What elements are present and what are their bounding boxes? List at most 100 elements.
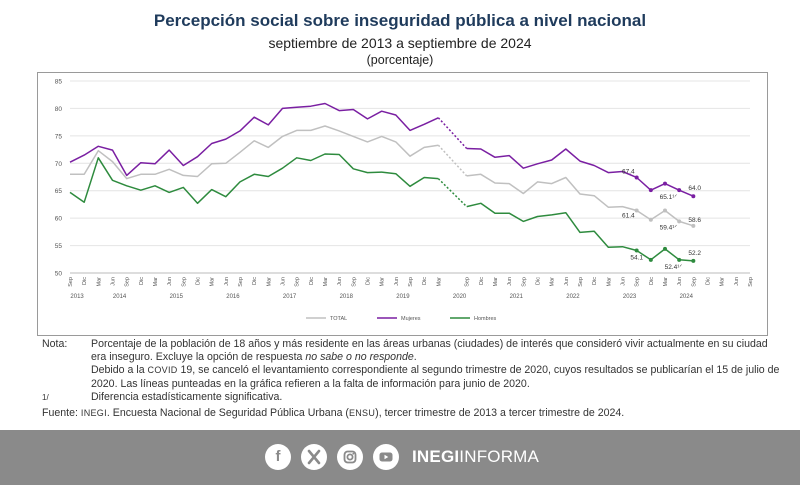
data-point: [677, 219, 682, 224]
year-label: 2014: [113, 294, 127, 300]
x-tick-label: Dic: [649, 277, 655, 285]
x-tick-label: Dic: [706, 277, 712, 285]
facebook-icon[interactable]: f: [265, 444, 291, 470]
legend-label-mujeres: Mujeres: [401, 316, 421, 322]
source-text-a: . Encuesta Nacional de Seguridad Pública…: [106, 407, 349, 420]
x-tick-label: Sep: [125, 277, 131, 287]
x-tick-label: Dic: [309, 277, 315, 285]
note-2-text-b: 19, se canceló el levantamiento correspo…: [91, 364, 780, 390]
note-2-text-a: Debido a la: [91, 364, 148, 377]
x-tick-label: Mar: [663, 277, 669, 287]
note-2-covid: COVID: [147, 365, 178, 376]
line-chart: 50 55 60 65 70 75 80 85 Sep Dic Mar Jun Sep Dic Mar Jun…: [55, 79, 754, 323]
x-tick-label: Sep: [238, 277, 244, 287]
x-tick-label: Sep: [295, 277, 301, 287]
brand-logo: INEGIINFORMA: [412, 447, 539, 467]
x-tick-label: Dic: [196, 277, 202, 285]
x-tick-label: Jun: [281, 277, 287, 286]
data-label: 67.4: [622, 169, 635, 176]
note-1-italic: no sabe o no responde: [305, 351, 414, 364]
data-point: [663, 208, 667, 213]
x-tick-label: Sep: [181, 277, 187, 287]
source-label: Fuente:: [42, 407, 78, 420]
chart-unit: (porcentaje): [366, 53, 434, 67]
x-tick-label: Jun: [111, 277, 117, 286]
data-label: 58.6: [688, 217, 701, 224]
series-line-mujeres: [69, 102, 439, 177]
note-1-end: .: [413, 351, 417, 364]
source-line: Fuente: INEGI. Encuesta Nacional de Segu…: [42, 407, 782, 420]
data-point: [663, 246, 667, 251]
x-tick-label: Jun: [224, 277, 230, 286]
data-point: [648, 188, 653, 193]
chart-area: 50 55 60 65 70 75 80 85 Sep Dic Mar Jun Sep Dic Mar Jun…: [37, 72, 768, 336]
x-tick-label: Mar: [550, 277, 556, 287]
chart-title: Percepción social sobre inseguridad públ…: [153, 11, 647, 30]
footer-bar: f INEGIINFORMA: [0, 430, 800, 485]
series-line-total: [70, 125, 439, 180]
x-tick-label: Sep: [691, 277, 697, 287]
x-tick-label: Mar: [153, 277, 159, 287]
year-label: 2024: [680, 294, 694, 300]
year-label: 2019: [396, 294, 410, 300]
x-tick-label: Dic: [139, 277, 145, 285]
year-label: 2017: [283, 294, 297, 300]
series-line-hombres: [466, 202, 694, 262]
instagram-icon[interactable]: [337, 444, 363, 470]
data-point: [634, 208, 639, 213]
legend-label-hombres: Hombres: [474, 316, 497, 322]
x-tick-label: Sep: [635, 277, 641, 287]
x-tick-label: Sep: [748, 277, 754, 287]
x-tick-label: Mar: [210, 277, 216, 287]
x-tick-label: Jun: [564, 277, 570, 286]
series-line-mujeres: [466, 147, 694, 197]
x-tick-label: Sep: [68, 277, 74, 287]
source-ensu: ENSU: [348, 408, 376, 419]
youtube-icon[interactable]: [373, 444, 399, 470]
series-line-total: [466, 173, 694, 227]
chart-subtitle: septiembre de 2013 a septiembre de 2024: [268, 35, 532, 51]
year-label: 2018: [340, 294, 354, 300]
series-gap-mujeres: [437, 117, 468, 149]
series-gap-hombres: [437, 178, 468, 208]
x-tick-label: Jun: [394, 277, 400, 286]
x-tick-label: Mar: [96, 277, 102, 287]
x-tick-label: Mar: [266, 277, 272, 287]
data-label: 65.1¹ᐟ: [660, 194, 678, 201]
data-point: [663, 181, 667, 186]
x-tick-label: Jun: [677, 277, 683, 286]
legend-label-total: TOTAL: [330, 316, 347, 322]
x-tick-label: Jun: [167, 277, 173, 286]
x-tick-label: Dic: [592, 277, 598, 285]
y-tick-label: 85: [55, 79, 63, 86]
y-tick-label: 60: [55, 216, 63, 223]
x-tick-label: Dic: [366, 277, 372, 285]
y-tick-label: 75: [55, 133, 63, 140]
data-point: [648, 257, 653, 262]
y-tick-label: 55: [55, 243, 63, 250]
year-label: 2023: [623, 294, 637, 300]
x-tick-label: Dic: [252, 277, 258, 285]
y-tick-label: 80: [55, 106, 63, 113]
source-inegi: INEGI: [80, 408, 107, 419]
x-tick-label: Jun: [507, 277, 513, 286]
x-icon[interactable]: [301, 444, 327, 470]
x-tick-label: Mar: [720, 277, 726, 287]
notes-block: Nota: Porcentaje de la población de 18 a…: [42, 338, 782, 420]
data-label: 59.4¹ᐟ: [660, 224, 678, 231]
data-point: [648, 217, 653, 222]
brand-bold: INEGI: [412, 447, 460, 466]
note-2: Debido a la COVID 19, se canceló el leva…: [42, 364, 782, 390]
footnote: 1/ Diferencia estadísticamente significa…: [42, 391, 782, 404]
x-tick-label: Dic: [536, 277, 542, 285]
data-label: 54.1: [630, 255, 643, 262]
y-tick-label: 50: [55, 271, 63, 278]
data-label: 52.4¹ᐟ: [665, 264, 683, 271]
year-label: 2016: [226, 294, 240, 300]
x-tick-label: Mar: [436, 277, 442, 287]
x-tick-label: Sep: [408, 277, 414, 287]
x-tick-label: Dic: [422, 277, 428, 285]
year-label: 2022: [566, 294, 580, 300]
data-label: 64.0: [688, 185, 701, 192]
year-label: 2020: [453, 294, 467, 300]
